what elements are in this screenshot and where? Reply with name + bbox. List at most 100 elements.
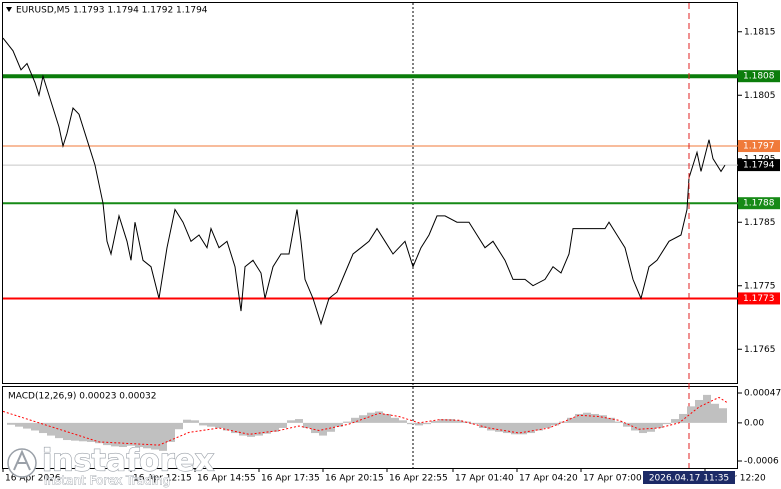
macd-bar — [375, 411, 383, 423]
macd-bar — [39, 422, 47, 434]
macd-bar — [575, 413, 583, 423]
watermark-brand: instaforex — [42, 444, 214, 479]
x-tick-label: 17 Apr 01:40 — [455, 474, 514, 484]
x-tick-label: 16 Apr 14:55 — [197, 474, 256, 484]
level-label-box — [738, 292, 780, 305]
macd-bar — [135, 422, 143, 448]
macd-bar — [551, 422, 559, 426]
macd-bar — [503, 422, 511, 434]
x-tick-label: 17 Apr 12:20 — [707, 474, 766, 484]
macd-bar — [47, 422, 55, 436]
macd-bar — [263, 422, 271, 434]
macd-bar — [671, 419, 679, 423]
x-tick-label: 16 Apr 2026 — [5, 474, 61, 484]
crosshair-label-box — [643, 471, 735, 484]
macd-bar — [415, 422, 423, 426]
macd-bar — [511, 422, 519, 435]
x-tick-label: 17 Apr 04:20 — [519, 474, 578, 484]
macd-bar — [359, 415, 367, 423]
level-label-box — [738, 197, 780, 210]
level-label: 1.1788 — [743, 199, 775, 209]
macd-bar — [399, 420, 407, 423]
macd-bar — [183, 419, 191, 423]
macd-bar — [703, 394, 711, 423]
macd-bar — [711, 403, 719, 423]
macd-bar — [423, 422, 431, 425]
y-tick-label: 1.1765 — [744, 345, 776, 355]
x-tick-label: 16 Apr 20:15 — [325, 474, 384, 484]
macd-bar — [119, 422, 127, 448]
price-line — [2, 37, 726, 326]
macd-bar — [495, 422, 503, 432]
macd-bar — [455, 420, 463, 423]
macd-bar — [519, 422, 527, 435]
macd-bar — [79, 422, 87, 442]
y-tick-label: 0.00047 — [744, 388, 781, 398]
macd-bar — [383, 413, 391, 423]
x-tick-label: 16 Apr 22:55 — [389, 474, 448, 484]
main-frame — [2, 2, 738, 384]
current-price-label: 1.1794 — [743, 161, 775, 171]
macd-bar — [719, 408, 727, 423]
macd-bar — [527, 422, 535, 434]
macd-bar — [655, 422, 663, 428]
level-label: 1.1797 — [743, 142, 775, 152]
macd-bar — [447, 419, 455, 423]
watermark-tagline: Instant Forex Trading — [44, 474, 170, 488]
macd-bar — [231, 422, 239, 434]
crosshair-label: 2026.04.17 11:35 — [649, 474, 729, 484]
chart-title: EURUSD,M5 1.1793 1.1794 1.1792 1.1794 — [16, 6, 208, 16]
macd-bar — [487, 422, 495, 431]
y-tick-label: -0.0006 — [744, 457, 779, 467]
y-tick-label: 1.1785 — [744, 218, 776, 228]
macd-bar — [127, 422, 135, 446]
logo-glyph — [13, 449, 31, 471]
macd-bar — [535, 422, 543, 431]
level-label-box — [738, 140, 780, 153]
macd-bar — [111, 422, 119, 447]
macd-bar — [327, 422, 335, 432]
macd-bar — [63, 422, 71, 441]
macd-bar — [663, 422, 671, 425]
macd-bar — [367, 412, 375, 423]
macd-bar — [279, 422, 287, 428]
macd-bar — [343, 421, 351, 423]
watermark: instaforex Instant Forex Trading — [7, 443, 215, 488]
y-tick-label: 1.1775 — [744, 281, 776, 291]
current-price-box — [738, 159, 780, 172]
macd-bar — [567, 417, 575, 423]
macd-bar — [71, 422, 79, 441]
macd-bar — [471, 422, 479, 425]
macd-bar — [623, 422, 631, 427]
macd-bar — [439, 419, 447, 423]
macd-bar — [639, 422, 647, 434]
macd-bar — [543, 422, 551, 428]
signal-line — [2, 396, 728, 446]
macd-bar — [271, 422, 279, 432]
y-tick-label: 0.00 — [744, 418, 764, 428]
macd-bar — [167, 422, 175, 442]
y-tick-label: 1.1815 — [744, 27, 776, 37]
macd-bar — [591, 413, 599, 423]
macd-bar — [143, 422, 151, 449]
macd-bar — [615, 421, 623, 423]
macd-bar — [583, 412, 591, 423]
macd-title: MACD(12,26,9) 0.00023 0.00032 — [8, 392, 157, 402]
macd-bar — [695, 399, 703, 423]
macd-bar — [311, 422, 319, 434]
macd-bar — [351, 417, 359, 423]
macd-bar — [151, 422, 159, 450]
menu-triangle — [6, 7, 12, 12]
macd-bar — [247, 422, 255, 437]
macd-bar — [215, 422, 223, 428]
level-label-box — [738, 70, 780, 83]
macd-bar — [647, 422, 655, 432]
macd-bar — [87, 422, 95, 442]
macd-bar — [159, 422, 167, 451]
macd-bar — [679, 413, 687, 423]
macd-bar — [15, 422, 23, 427]
macd-bar — [431, 420, 439, 423]
x-tick-label: 17 Apr 07:00 — [583, 474, 642, 484]
macd-bar — [7, 422, 15, 425]
